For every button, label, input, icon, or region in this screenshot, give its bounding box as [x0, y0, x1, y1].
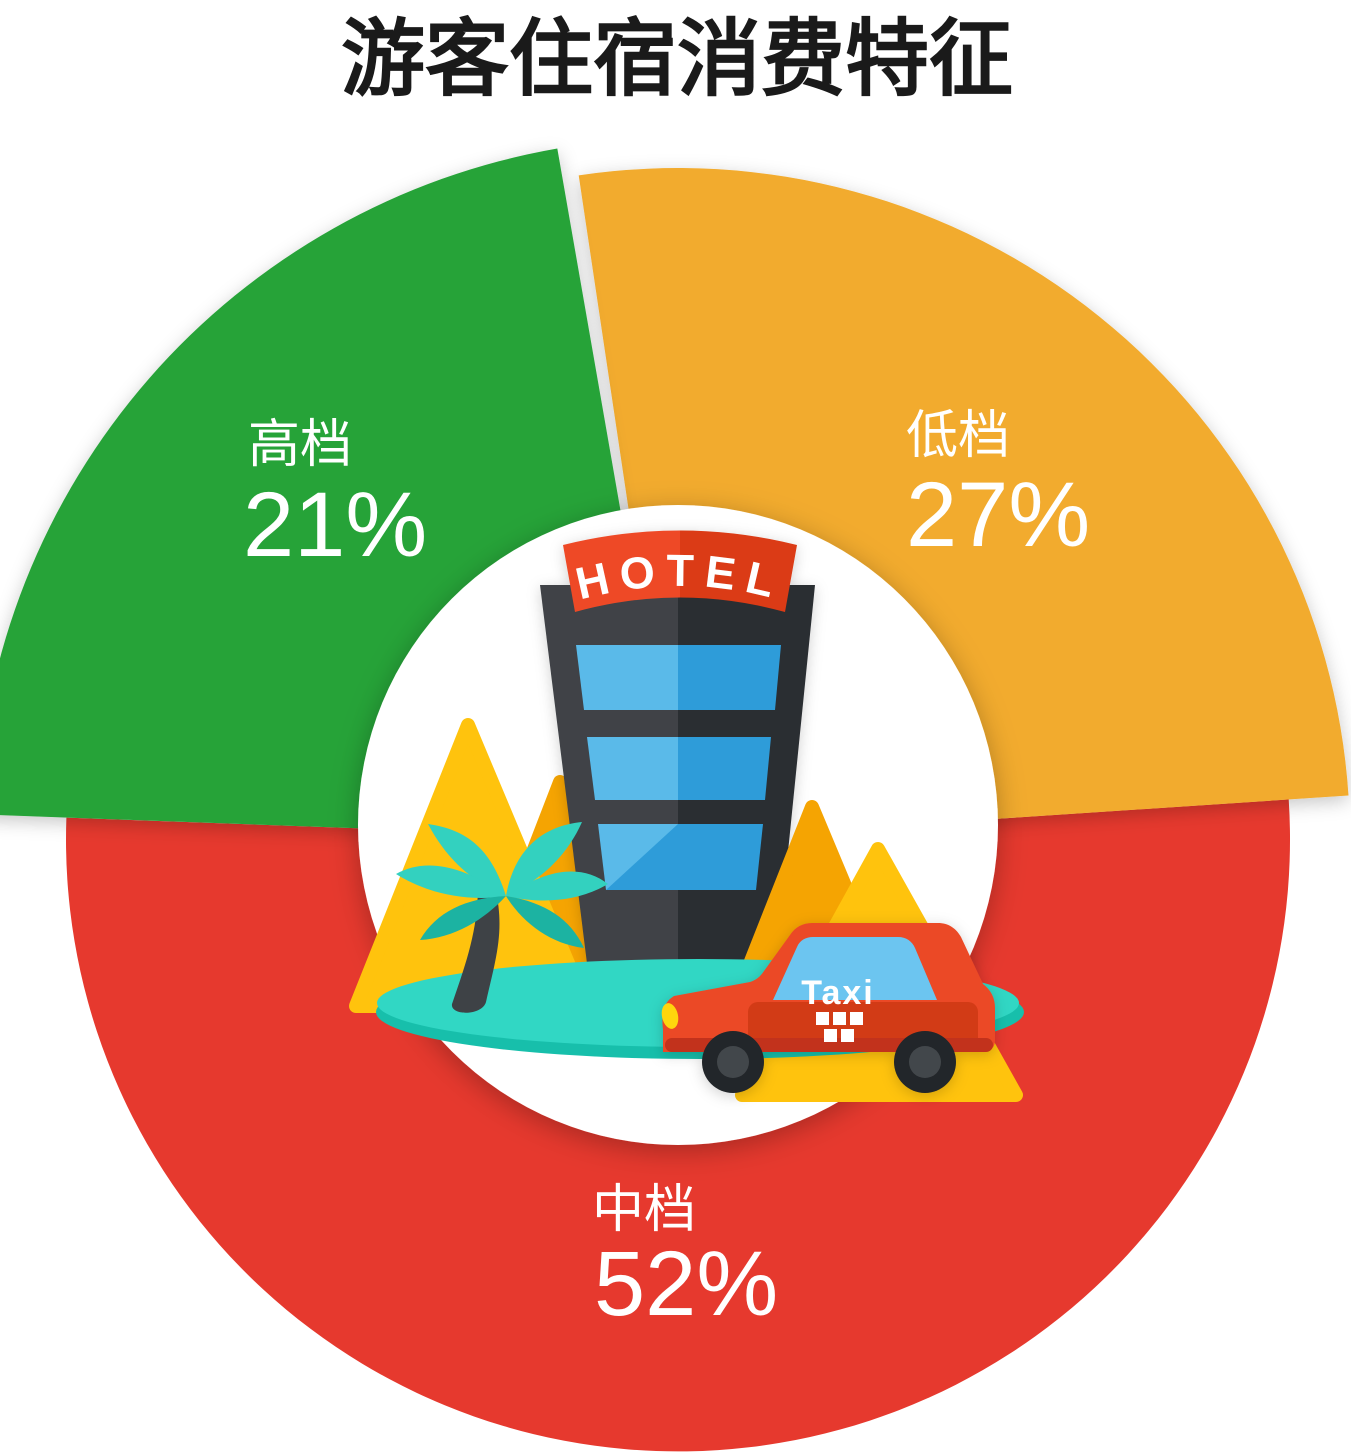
taxi-checker: [816, 1012, 863, 1042]
palm-tree-icon: [396, 822, 608, 1013]
slice-label-high: 高档: [248, 416, 352, 474]
center-illustration: HOTEL: [349, 530, 1024, 1102]
slice-value-high: 21%: [243, 474, 427, 576]
slice-value-mid: 52%: [594, 1233, 778, 1335]
taxi-label: Taxi: [801, 974, 875, 1012]
slice-labels: 高档 21% 低档 27% 中档 52%: [243, 407, 1090, 1335]
slice-label-low: 低档: [906, 407, 1010, 465]
slice-label-mid: 中档: [592, 1181, 696, 1239]
hotel-building-icon: HOTEL: [540, 530, 815, 1020]
page-title: 游客住宿消费特征: [341, 12, 1013, 106]
taxi-icon: Taxi: [661, 923, 995, 1093]
taxi-wheels: [702, 1031, 956, 1093]
slice-value-low: 27%: [906, 464, 1090, 566]
